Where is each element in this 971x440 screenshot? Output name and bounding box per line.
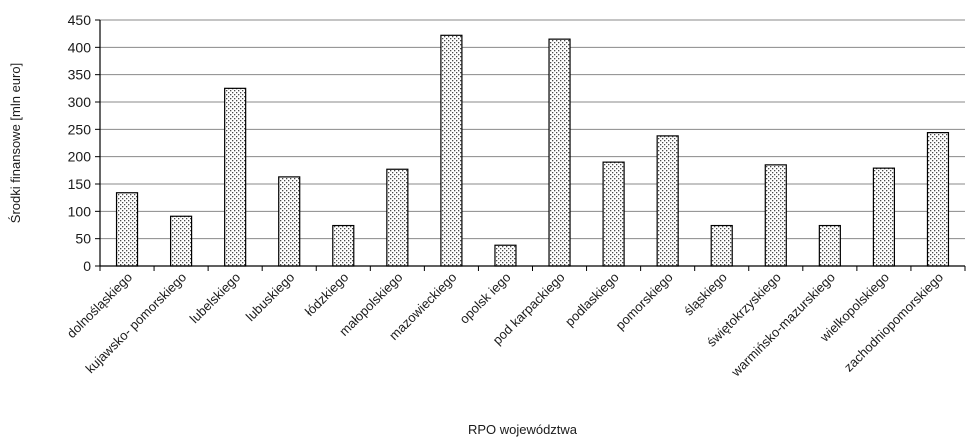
y-tick-label: 350	[68, 67, 92, 83]
bar	[656, 135, 679, 267]
y-tick-labels: 0 50 100 150 200 250 300 350 400 450	[68, 12, 100, 274]
bar	[332, 224, 355, 267]
y-tick-label: 300	[68, 94, 92, 110]
bar	[169, 215, 193, 267]
bar	[386, 168, 409, 267]
x-category-label: lubuskiego	[243, 270, 298, 325]
y-tick-label: 250	[68, 121, 92, 137]
bar	[710, 224, 733, 267]
bar	[494, 244, 517, 267]
x-category-label: podlaskiego	[562, 270, 622, 330]
bar	[115, 192, 139, 267]
y-tick-label: 100	[68, 203, 92, 219]
y-tick-label: 0	[83, 258, 91, 274]
y-axis-title: Środki finansowe [mln euro]	[8, 63, 23, 223]
x-axis-title: RPO województwa	[468, 422, 578, 437]
y-tick-label: 150	[68, 176, 92, 192]
y-tick-label: 400	[68, 39, 92, 55]
bar	[548, 38, 571, 267]
x-category-label: lubelskiego	[187, 270, 244, 327]
bar	[764, 164, 787, 267]
bar	[872, 167, 896, 267]
bar	[818, 224, 841, 267]
y-tick-label: 450	[68, 12, 92, 28]
x-category-label: opolsk iego	[456, 270, 513, 327]
x-category-label: śląskiego	[681, 270, 730, 319]
x-category-label: kujawsko- pomorskiego	[83, 270, 190, 377]
bars	[115, 34, 950, 267]
bar	[602, 161, 625, 267]
bar	[224, 87, 247, 267]
x-category-label: zachodniopomorskiego	[841, 270, 946, 375]
x-category-label: łódzkiego	[302, 270, 351, 319]
bar	[278, 176, 301, 267]
x-category-label: warmińsko-mazurskiego	[728, 270, 838, 380]
x-category-label: pomorskiego	[613, 270, 676, 333]
y-tick-label: 200	[68, 149, 92, 165]
bar	[926, 132, 950, 267]
y-tick-label: 50	[75, 231, 91, 247]
bar	[440, 34, 463, 267]
